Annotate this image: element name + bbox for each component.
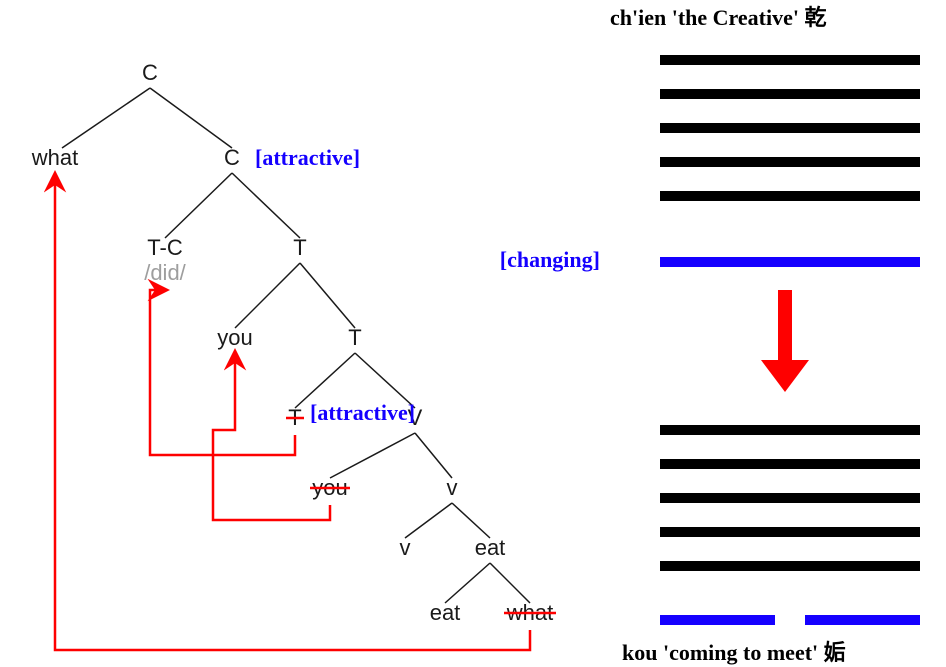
diagram-canvas: C what C T-C /did/ T you T T V you v v e…	[0, 0, 946, 667]
node-eat1: eat	[475, 535, 506, 560]
node-did: /did/	[144, 260, 186, 285]
node-vsmall1: v	[447, 475, 458, 500]
node-t2: T	[348, 325, 361, 350]
hexagram-bottom	[660, 425, 920, 625]
hexagram-top	[660, 55, 920, 267]
node-t1: T	[293, 235, 306, 260]
hexagram-top-title: ch'ien 'the Creative' 乾	[610, 5, 827, 30]
transform-arrow	[761, 290, 809, 392]
node-tc: T-C	[147, 235, 183, 260]
node-c2: C	[224, 145, 240, 170]
annotation-attractive-1: [attractive]	[255, 145, 360, 170]
annotation-attractive-2: [attractive]	[310, 400, 415, 425]
node-vsmall2: v	[400, 535, 411, 560]
node-c1: C	[142, 60, 158, 85]
hexagram-bottom-title: kou 'coming to meet' 姤	[622, 640, 846, 665]
node-eat2: eat	[430, 600, 461, 625]
node-what: what	[31, 145, 78, 170]
node-you1: you	[217, 325, 252, 350]
annotation-changing: [changing]	[500, 247, 600, 272]
